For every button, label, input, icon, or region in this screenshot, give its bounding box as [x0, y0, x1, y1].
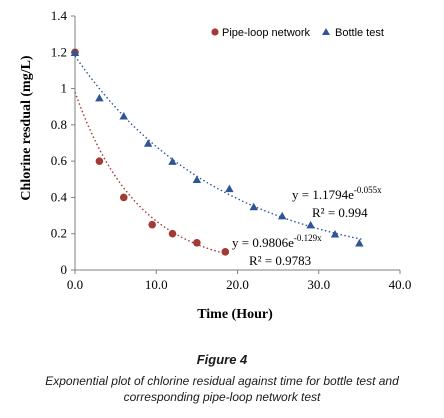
- pipe-loop-point: [168, 229, 177, 238]
- pipe-loop-point: [221, 248, 230, 256]
- y-tick-label: 1.2: [51, 44, 67, 59]
- bottle-point: [168, 157, 177, 165]
- x-tick-label: 30.0: [307, 277, 330, 292]
- pipe-loop-point: [193, 238, 201, 247]
- bottle-point: [143, 139, 153, 147]
- pipe-loop-point: [95, 157, 104, 165]
- bottle-equation-exponent: -0.055x: [354, 185, 382, 195]
- bottle-point: [192, 175, 202, 184]
- bottle-point: [330, 229, 340, 238]
- bottle-point: [277, 211, 287, 220]
- legend-label-bottle: Bottle test: [335, 27, 384, 39]
- pipe-loop-equation-exponent: -0.129x: [294, 233, 322, 243]
- legend-marker-bottle: [322, 28, 330, 35]
- legend-box: [206, 23, 388, 41]
- legend-label-pipe-loop: Pipe-loop network: [222, 27, 311, 39]
- chart: 00.20.40.60.811.21.40.0 10.0 20.0 30.0 40.0 …: [19, 8, 412, 322]
- y-tick-label: 0.4: [51, 189, 68, 204]
- trendlines: [74, 55, 364, 256]
- pipe-loop-equation: y = 0.9806e-0.129x: [232, 233, 322, 250]
- pipe-loop-equation-base: y = 0.9806e: [232, 235, 294, 250]
- bottle-equation: y = 1.1794e-0.055x: [292, 185, 382, 202]
- y-tick-label: 0.8: [51, 117, 67, 132]
- x-tick-label: 0.0: [67, 277, 83, 292]
- y-tick-label: 0.6: [51, 153, 68, 168]
- x-tick-label: 40.0: [389, 277, 412, 292]
- y-tick-label: 0.2: [51, 226, 67, 241]
- y-tick-label: 1.4: [51, 8, 68, 23]
- data-points: [70, 48, 364, 256]
- figure-caption: Exponential plot of chlorine residual ag…: [45, 374, 399, 404]
- bottle-point: [119, 112, 128, 120]
- pipe-loop-point: [148, 220, 156, 229]
- bottle-point: [306, 220, 315, 229]
- x-tick-label: 20.0: [226, 277, 249, 292]
- figure-title: Figure 4: [196, 352, 248, 367]
- bottle-equation-base: y = 1.1794e: [292, 187, 354, 202]
- axes: 0 0.2 0.4 0.6 0.8 1 1.2 1.4 0.0 10.0 20.0 30.0 40.0: [51, 8, 412, 292]
- bottle-point: [225, 184, 234, 193]
- bottle-point: [355, 239, 364, 247]
- x-axis-title: Time (Hour): [197, 307, 273, 322]
- bottle-r-squared: R² = 0.994: [312, 205, 368, 220]
- x-tick-label: 10.0: [145, 277, 168, 292]
- equation-annotations: y = 1.1794e-0.055x R² = 0.994 y = 0.9806…: [232, 185, 382, 268]
- bottle-point: [70, 48, 80, 57]
- legend: Pipe-loop network Bottle test: [206, 23, 388, 41]
- pipe-loop-r-squared: R² = 0.9783: [249, 253, 311, 268]
- bottle-point: [249, 202, 258, 211]
- pipe-loop-point: [119, 193, 128, 202]
- y-axis-title: Chlorine resdual (mg/L): [19, 55, 34, 201]
- bottle-point: [95, 93, 104, 102]
- y-tick-label: 0: [61, 262, 68, 277]
- legend-marker-pipe-loop: [211, 28, 219, 36]
- pipe-loop-trendline: [74, 91, 230, 256]
- y-tick-label: 1: [61, 81, 68, 96]
